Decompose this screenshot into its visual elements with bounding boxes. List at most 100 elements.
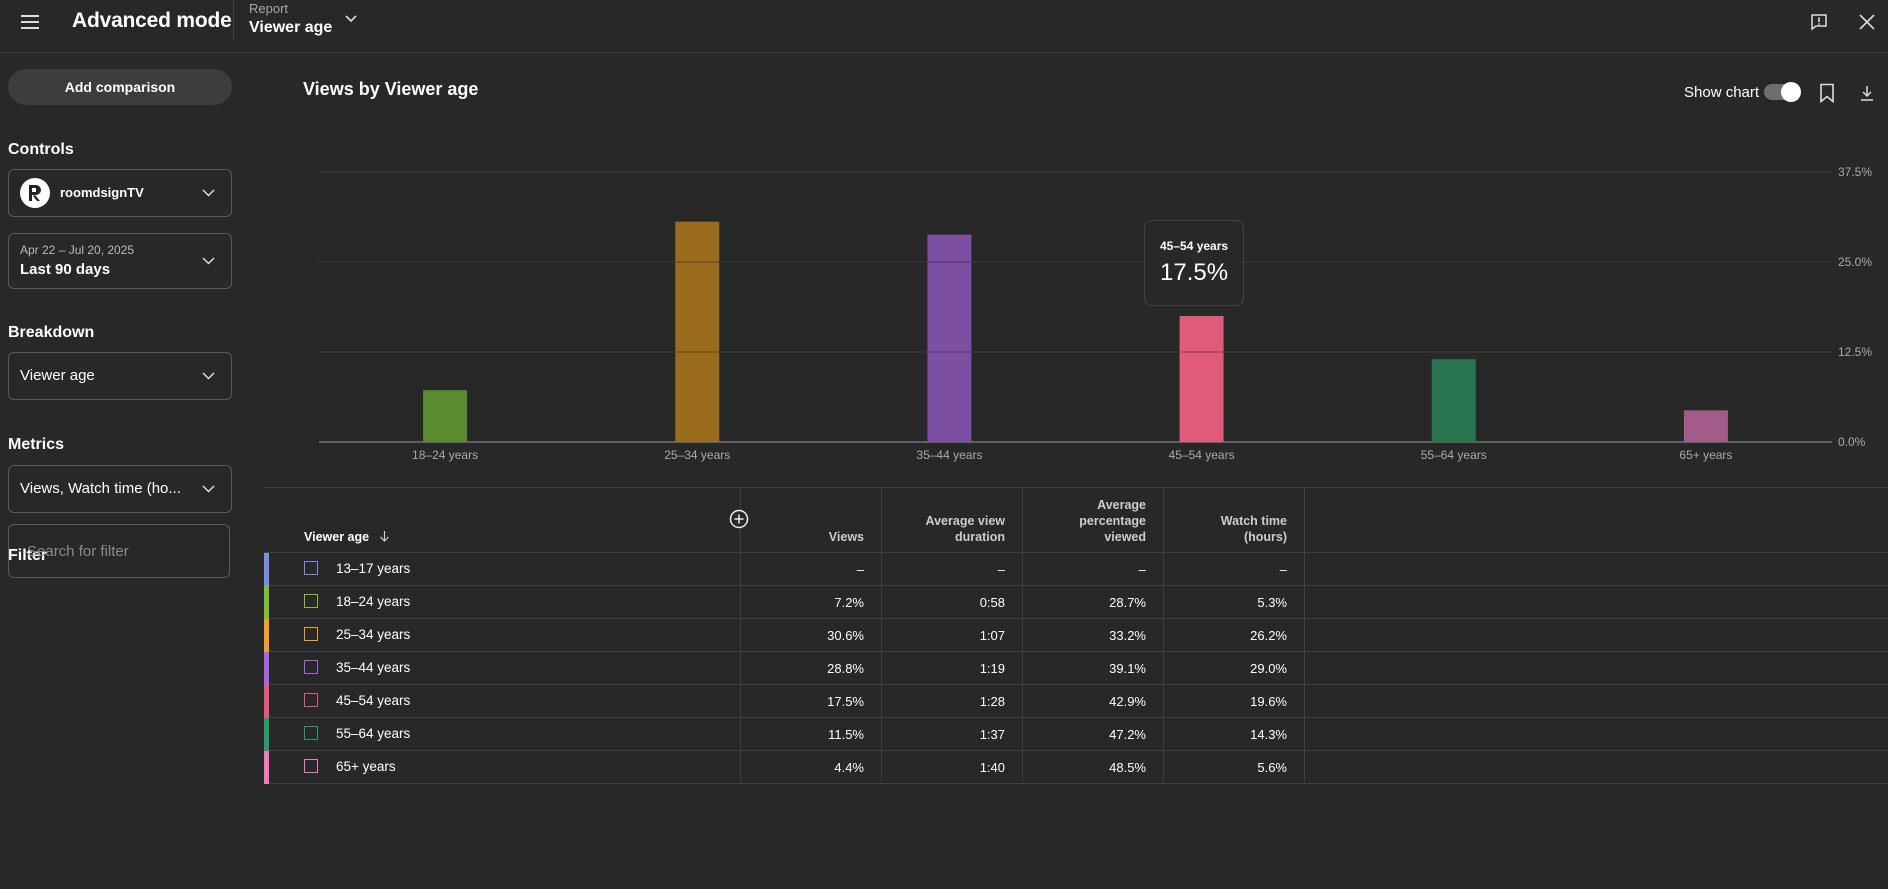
channel-avatar [20,178,50,208]
chevron-down-icon [202,372,215,380]
chart-tooltip: 45–54 years 17.5% [1144,220,1244,306]
cell-avg-percentage-viewed: 39.1% [1109,661,1146,676]
show-chart-toggle[interactable] [1764,82,1801,102]
row-checkbox[interactable] [304,759,318,773]
arrow-down-icon [379,531,389,542]
row-color-swatch [264,718,269,751]
cell-views: 7.2% [834,595,864,610]
bar-25-34-years [675,221,720,442]
menu-icon[interactable] [18,10,42,34]
chart-title: Views by Viewer age [303,79,479,99]
table-row[interactable]: 55–64 years 11.5% 1:37 47.2% 14.3% [264,718,1888,751]
add-comparison-button[interactable]: Add comparison [8,69,232,105]
row-color-swatch [264,586,269,619]
table-header: Viewer age Views Average view duration Av… [264,487,1888,782]
metrics-value: Views, Watch time (ho... [20,480,181,497]
channel-selector[interactable]: roomdsignTV [8,169,232,217]
date-range-selector[interactable]: Apr 22 – Jul 20, 2025 Last 90 days [8,233,232,289]
cell-watch-time: 19.6% [1250,694,1287,709]
top-bar: Advanced mode Report Viewer age [0,0,1888,53]
table-row[interactable]: 45–54 years 17.5% 1:28 42.9% 19.6% [264,685,1888,718]
bar-45-54-years [1179,316,1224,442]
row-label: 18–24 years [336,594,411,609]
cell-avg-percentage-viewed: 33.2% [1109,628,1146,643]
cell-views: 4.4% [834,760,864,775]
watch-time-header[interactable]: Watch time (hours) [1220,514,1287,544]
cell-watch-time: – [1279,562,1287,577]
chevron-down-icon [202,189,215,197]
cell-avg-percentage-viewed: – [1138,562,1146,577]
divider [233,0,234,40]
row-checkbox[interactable] [304,561,318,575]
cell-watch-time: 5.3% [1257,595,1287,610]
avg-percentage-viewed-header[interactable]: Average percentage viewed [1079,498,1146,544]
x-tick-label: 45–54 years [1169,448,1235,462]
cell-avg-percentage-viewed: 42.9% [1109,694,1146,709]
avg-view-duration-header[interactable]: Average view duration [925,514,1005,544]
metrics-title: Metrics [8,436,65,453]
row-color-swatch [264,553,269,586]
table-row[interactable]: 35–44 years 28.8% 1:19 39.1% 29.0% [264,652,1888,685]
chevron-down-icon [202,257,215,265]
row-checkbox[interactable] [304,627,318,641]
table-row[interactable]: 25–34 years 30.6% 1:07 33.2% 26.2% [264,619,1888,652]
views-header[interactable]: Views [828,530,864,544]
cell-avg-view-duration: 1:40 [979,760,1005,775]
table-row[interactable]: 65+ years 4.4% 1:40 48.5% 5.6% [264,751,1888,784]
tooltip-category: 45–54 years [1160,239,1229,253]
table-row[interactable]: 13–17 years – – – – [264,553,1888,586]
y-tick-label: 0.0% [1838,435,1866,449]
cell-watch-time: 26.2% [1250,628,1287,643]
x-tick-label: 18–24 years [412,448,478,462]
row-color-swatch [264,619,269,652]
x-tick-label: 55–64 years [1421,448,1487,462]
bookmark-icon[interactable] [1818,83,1836,103]
close-icon[interactable] [1858,13,1876,31]
viewer-age-header: Viewer age [304,530,370,544]
filter-search-input[interactable] [8,524,230,578]
chevron-down-icon[interactable] [344,14,358,24]
cell-avg-view-duration: – [997,562,1005,577]
row-color-swatch [264,685,269,718]
cell-avg-view-duration: 1:07 [979,628,1005,643]
x-tick-label: 65+ years [1679,448,1732,462]
bar-18-24-years [423,390,468,442]
add-column-icon[interactable] [729,509,749,529]
cell-views: 28.8% [827,661,864,676]
row-color-swatch [264,751,269,784]
row-checkbox[interactable] [304,693,318,707]
row-label: 13–17 years [336,561,411,576]
cell-views: 17.5% [827,694,864,709]
report-selector-value[interactable]: Viewer age [249,19,333,36]
sort-by-viewer-age-header[interactable]: Viewer age [304,529,390,545]
cell-watch-time: 5.6% [1257,760,1287,775]
page-title: Advanced mode [72,9,232,32]
cell-avg-percentage-viewed: 48.5% [1109,760,1146,775]
date-preset: Last 90 days [20,261,111,278]
cell-avg-percentage-viewed: 28.7% [1109,595,1146,610]
report-caption: Report [249,1,289,16]
breakdown-selector[interactable]: Viewer age [8,352,232,400]
download-icon[interactable] [1858,84,1876,102]
bar-chart: 0.0% 12.5% 25.0% 37.5% 18–24 years 25–34 year… [319,165,1872,462]
row-color-swatch [264,652,269,685]
date-range: Apr 22 – Jul 20, 2025 [20,243,135,257]
row-label: 45–54 years [336,693,411,708]
table-row[interactable]: 18–24 years 7.2% 0:58 28.7% 5.3% [264,586,1888,619]
feedback-icon[interactable] [1810,13,1828,31]
row-checkbox[interactable] [304,660,318,674]
cell-watch-time: 14.3% [1250,727,1287,742]
cell-avg-view-duration: 0:58 [979,595,1005,610]
row-label: 25–34 years [336,627,411,642]
bar-55-64-years [1431,359,1476,442]
cell-views: – [856,562,864,577]
metrics-selector[interactable]: Views, Watch time (ho... [8,465,232,513]
tooltip-value: 17.5% [1160,259,1229,286]
row-checkbox[interactable] [304,726,318,740]
row-checkbox[interactable] [304,594,318,608]
cell-avg-view-duration: 1:19 [979,661,1005,676]
x-tick-label: 35–44 years [916,448,982,462]
cell-views: 11.5% [828,727,864,742]
data-table: Viewer age Views Average view duration Av… [264,487,1888,784]
x-tick-label: 25–34 years [664,448,730,462]
